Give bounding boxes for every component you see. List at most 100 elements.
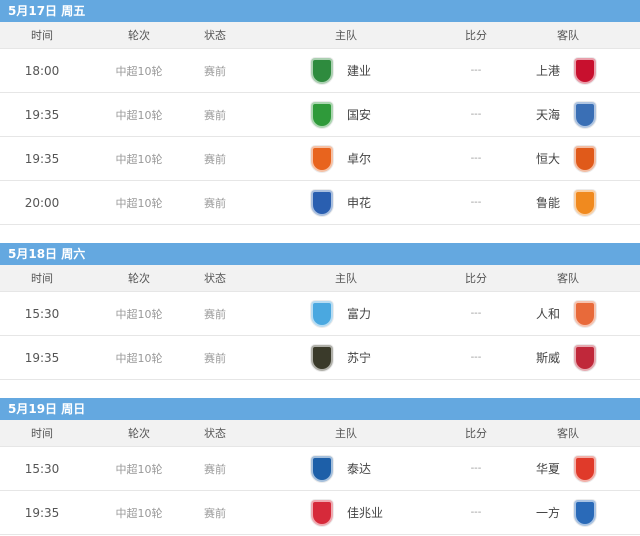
home-team-crest-icon xyxy=(311,300,333,327)
away-team-name: 上港 xyxy=(535,64,560,78)
away-team-crest-icon xyxy=(574,101,596,128)
away-team-name: 一方 xyxy=(535,506,560,520)
home-team[interactable]: 建业 xyxy=(236,57,456,84)
away-team-name: 斯威 xyxy=(535,351,560,365)
match-round: 中超10轮 xyxy=(115,462,163,476)
away-team[interactable]: 上港 xyxy=(496,57,640,84)
home-team-name: 佳兆业 xyxy=(347,506,384,520)
match-status: 赛前 xyxy=(204,462,226,476)
match-status: 赛前 xyxy=(204,152,226,166)
day-section: 5月19日 周日 时间 轮次 状态 主队 比分 客队 15:30 中超10轮 赛前 泰达 … xyxy=(0,398,640,535)
match-round: 中超10轮 xyxy=(115,351,163,365)
away-team[interactable]: 鲁能 xyxy=(496,189,640,216)
column-header-row: 时间 轮次 状态 主队 比分 客队 xyxy=(0,420,640,447)
match-row[interactable]: 20:00 中超10轮 赛前 申花 --- 鲁能 xyxy=(0,181,640,225)
match-row[interactable]: 15:30 中超10轮 赛前 泰达 --- 华夏 xyxy=(0,447,640,491)
away-team-name: 恒大 xyxy=(535,152,560,166)
away-team-crest-icon xyxy=(574,499,596,526)
column-header-score: 比分 xyxy=(465,427,487,440)
match-score: --- xyxy=(470,153,482,164)
column-header-time: 时间 xyxy=(31,427,53,440)
column-header-home: 主队 xyxy=(335,29,357,42)
away-team[interactable]: 一方 xyxy=(496,499,640,526)
match-time: 19:35 xyxy=(24,107,60,122)
day-section: 5月17日 周五 时间 轮次 状态 主队 比分 客队 18:00 中超10轮 赛前 建业 … xyxy=(0,0,640,225)
column-header-home: 主队 xyxy=(335,272,357,285)
match-time: 15:30 xyxy=(24,461,60,476)
home-team-name: 申花 xyxy=(347,196,372,210)
home-team-name: 卓尔 xyxy=(347,152,372,166)
match-score: --- xyxy=(470,308,482,319)
match-status: 赛前 xyxy=(204,351,226,365)
home-team-crest-icon xyxy=(311,145,333,172)
away-team-name: 鲁能 xyxy=(535,196,560,210)
home-team-name: 富力 xyxy=(347,307,372,321)
away-team-crest-icon xyxy=(574,189,596,216)
match-time: 20:00 xyxy=(24,195,60,210)
away-team[interactable]: 斯威 xyxy=(496,344,640,371)
match-score: --- xyxy=(470,463,482,474)
away-team-crest-icon xyxy=(574,455,596,482)
home-team[interactable]: 佳兆业 xyxy=(236,499,456,526)
match-score: --- xyxy=(470,109,482,120)
column-header-time: 时间 xyxy=(31,272,53,285)
column-header-away: 客队 xyxy=(557,29,579,42)
match-status: 赛前 xyxy=(204,64,226,78)
match-round: 中超10轮 xyxy=(115,64,163,78)
home-team[interactable]: 国安 xyxy=(236,101,456,128)
column-header-row: 时间 轮次 状态 主队 比分 客队 xyxy=(0,22,640,49)
column-header-home: 主队 xyxy=(335,427,357,440)
match-row[interactable]: 19:35 中超10轮 赛前 苏宁 --- 斯威 xyxy=(0,336,640,380)
column-header-away: 客队 xyxy=(557,427,579,440)
home-team-crest-icon xyxy=(311,189,333,216)
column-header-status: 状态 xyxy=(204,272,226,285)
match-status: 赛前 xyxy=(204,506,226,520)
away-team[interactable]: 恒大 xyxy=(496,145,640,172)
column-header-time: 时间 xyxy=(31,29,53,42)
match-status: 赛前 xyxy=(204,307,226,321)
home-team-name: 泰达 xyxy=(347,462,372,476)
match-row[interactable]: 19:35 中超10轮 赛前 国安 --- 天海 xyxy=(0,93,640,137)
column-header-status: 状态 xyxy=(204,427,226,440)
column-header-score: 比分 xyxy=(465,29,487,42)
match-row[interactable]: 15:30 中超10轮 赛前 富力 --- 人和 xyxy=(0,292,640,336)
match-row[interactable]: 18:00 中超10轮 赛前 建业 --- 上港 xyxy=(0,49,640,93)
away-team[interactable]: 华夏 xyxy=(496,455,640,482)
home-team[interactable]: 富力 xyxy=(236,300,456,327)
day-section: 5月18日 周六 时间 轮次 状态 主队 比分 客队 15:30 中超10轮 赛前 富力 … xyxy=(0,243,640,380)
match-status: 赛前 xyxy=(204,196,226,210)
home-team[interactable]: 申花 xyxy=(236,189,456,216)
home-team-name: 建业 xyxy=(347,64,372,78)
column-header-status: 状态 xyxy=(204,29,226,42)
day-header: 5月18日 周六 xyxy=(0,243,640,265)
match-round: 中超10轮 xyxy=(115,108,163,122)
away-team-crest-icon xyxy=(574,344,596,371)
home-team[interactable]: 苏宁 xyxy=(236,344,456,371)
away-team-crest-icon xyxy=(574,57,596,84)
away-team-crest-icon xyxy=(574,145,596,172)
away-team[interactable]: 人和 xyxy=(496,300,640,327)
day-header: 5月17日 周五 xyxy=(0,0,640,22)
away-team-name: 天海 xyxy=(535,108,560,122)
away-team-name: 华夏 xyxy=(535,462,560,476)
column-header-round: 轮次 xyxy=(128,29,150,42)
column-header-round: 轮次 xyxy=(128,272,150,285)
match-row[interactable]: 19:35 中超10轮 赛前 佳兆业 --- 一方 xyxy=(0,491,640,535)
home-team-crest-icon xyxy=(311,101,333,128)
column-header-row: 时间 轮次 状态 主队 比分 客队 xyxy=(0,265,640,292)
home-team[interactable]: 卓尔 xyxy=(236,145,456,172)
match-score: --- xyxy=(470,507,482,518)
home-team-name: 苏宁 xyxy=(347,351,372,365)
match-round: 中超10轮 xyxy=(115,307,163,321)
home-team-crest-icon xyxy=(311,499,333,526)
match-row[interactable]: 19:35 中超10轮 赛前 卓尔 --- 恒大 xyxy=(0,137,640,181)
match-time: 18:00 xyxy=(24,63,60,78)
away-team[interactable]: 天海 xyxy=(496,101,640,128)
home-team-name: 国安 xyxy=(347,108,372,122)
home-team[interactable]: 泰达 xyxy=(236,455,456,482)
match-round: 中超10轮 xyxy=(115,506,163,520)
column-header-score: 比分 xyxy=(465,272,487,285)
match-time: 19:35 xyxy=(24,505,60,520)
match-time: 19:35 xyxy=(24,350,60,365)
